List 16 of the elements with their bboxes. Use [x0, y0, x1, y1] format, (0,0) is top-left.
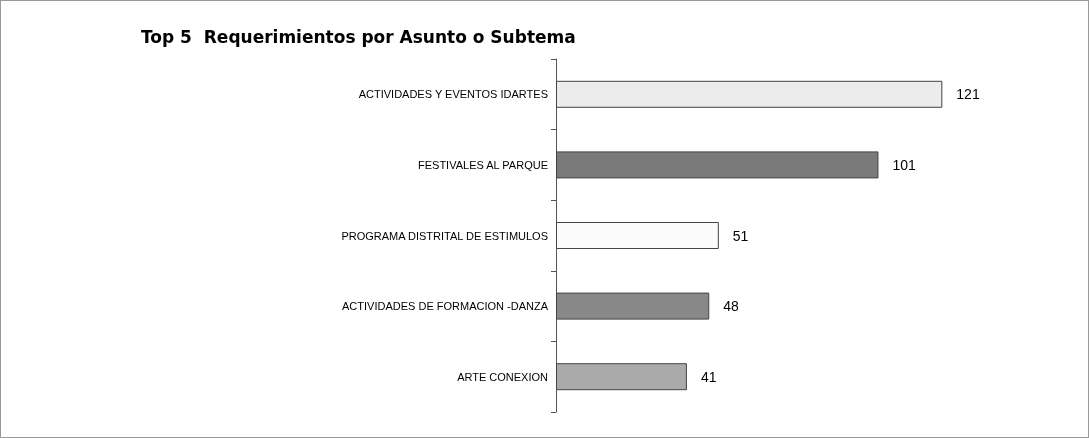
data-label: 41: [700, 368, 717, 385]
data-label: 51: [732, 227, 749, 244]
data-label: 121: [956, 86, 980, 103]
y-tick-label: PROGRAMA DISTRITAL DE ESTIMULOS: [341, 229, 548, 242]
bar: [556, 222, 719, 249]
y-tick-label: ARTE CONEXION: [457, 370, 549, 383]
y-tick-label: ACTIVIDADES DE FORMACION -DANZA: [342, 300, 549, 313]
bar: [556, 292, 710, 320]
y-tick-label: FESTIVALES AL PARQUE: [417, 158, 548, 171]
bar: [556, 80, 943, 108]
data-label: 48: [723, 298, 740, 315]
bar: [556, 151, 879, 179]
data-label: 101: [892, 156, 917, 173]
text: Top 5 Requerimientos por Asunto o Subtema: [141, 26, 576, 47]
y-tick-label: ACTIVIDADES Y EVENTOS IDARTES: [358, 88, 548, 101]
bar: [556, 363, 687, 391]
